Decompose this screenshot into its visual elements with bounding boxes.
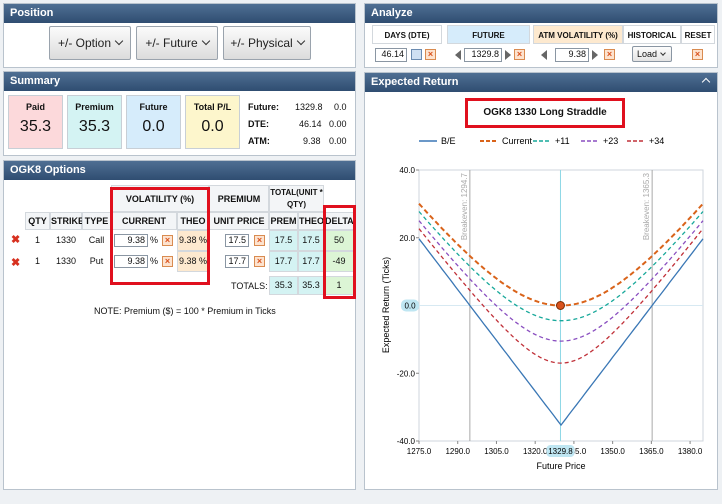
premium-label: Premium (75, 102, 114, 112)
totals-label: TOTALS: (231, 281, 268, 291)
collapse-chevron-icon[interactable] (701, 77, 711, 87)
expected-panel: Expected Return (364, 72, 718, 490)
future-reset-icon[interactable]: × (514, 49, 525, 60)
expected-header: Expected Return (365, 73, 717, 92)
calendar-icon[interactable] (411, 49, 422, 60)
vol-decrement-icon[interactable] (541, 50, 547, 60)
add-physical-button[interactable]: +/- Physical (223, 26, 311, 60)
stat-dte-v1: 46.14 (299, 119, 322, 129)
future-header: FUTURE (447, 25, 530, 44)
row2-strike: 1330 (55, 256, 77, 266)
reset-header: RESET (681, 25, 715, 44)
atmvol-input[interactable]: 9.38 (555, 48, 589, 62)
col-total: TOTAL(UNIT * QTY) (269, 185, 324, 212)
add-future-button[interactable]: +/- Future (136, 26, 218, 60)
load-select[interactable]: Load (632, 46, 672, 62)
future-decrement-icon[interactable] (455, 50, 461, 60)
row2-price-input[interactable]: 17.7 (225, 255, 249, 268)
row1-strike: 1330 (55, 235, 77, 245)
future-input[interactable]: 1329.8 (464, 48, 502, 62)
row2-prem: 17.7 (269, 251, 298, 272)
stat-dte-label: DTE: (248, 119, 269, 129)
totals-theo: 35.3 (298, 276, 324, 295)
vol-increment-icon[interactable] (592, 50, 598, 60)
totalpl-box: Total P/L 0.0 (185, 95, 240, 149)
add-option-button[interactable]: +/- Option (49, 26, 131, 60)
row1-price-input[interactable]: 17.5 (225, 234, 249, 247)
totalpl-value: 0.0 (201, 118, 224, 135)
row2-theo2: 17.7 (298, 251, 324, 272)
analyze-header: Analyze (365, 4, 717, 23)
col-type: TYPE (82, 212, 111, 230)
future-increment-icon[interactable] (505, 50, 511, 60)
days-input[interactable]: 46.14 (375, 48, 407, 62)
stat-atm-v2: 0.00 (329, 136, 347, 146)
row1-price-reset-icon[interactable]: × (254, 235, 265, 246)
chevron-down-icon (660, 50, 666, 56)
historical-header: HISTORICAL (623, 25, 681, 44)
load-label: Load (637, 49, 658, 59)
stat-dte-v2: 0.00 (329, 119, 347, 129)
row2-theo: 9.38 % (177, 251, 209, 272)
paid-box: Paid 35.3 (8, 95, 63, 149)
col-strike: STRIKE (50, 212, 84, 230)
row1-qty: 1 (34, 235, 40, 245)
delete-row-icon[interactable]: ✖ (11, 257, 21, 269)
paid-label: Paid (25, 102, 45, 112)
stat-future-v1: 1329.8 (295, 102, 323, 112)
atmvol-header: ATM VOLATILITY (%) (533, 25, 623, 44)
col-premium: PREMIUM (209, 185, 269, 212)
col-qty: QTY (25, 212, 50, 230)
row1-vol-reset-icon[interactable]: × (162, 235, 173, 246)
col-theo2: THEO (298, 212, 324, 230)
row2-qty: 1 (34, 256, 40, 266)
future-value: 0.0 (142, 118, 165, 135)
vol-reset-icon[interactable]: × (604, 49, 615, 60)
chevron-down-icon (201, 36, 210, 46)
totalpl-label: Total P/L (193, 102, 232, 112)
days-reset-icon[interactable]: × (425, 49, 436, 60)
expected-title: Expected Return (371, 76, 459, 88)
future-label: Future (139, 102, 168, 112)
summary-header: Summary (4, 72, 355, 91)
row2-type: Put (89, 256, 104, 266)
chevron-down-icon (296, 36, 305, 46)
chevron-down-icon (114, 36, 124, 46)
row1-type: Call (88, 235, 105, 245)
chart-title-box: OGK8 1330 Long Straddle (465, 98, 625, 128)
premium-note: NOTE: Premium ($) = 100 * Premium in Tic… (94, 306, 276, 316)
add-physical-label: +/- Physical (230, 36, 293, 50)
days-header: DAYS (DTE) (372, 25, 442, 44)
totals-prem: 35.3 (269, 276, 298, 295)
options-header: OGK8 Options (4, 161, 355, 180)
row2-pct: % (150, 256, 159, 266)
delta-highlight (323, 205, 356, 299)
add-future-label: +/- Future (145, 36, 198, 50)
row2-vol-input[interactable]: 9.38 (114, 255, 148, 268)
future-box: Future 0.0 (126, 95, 181, 149)
col-prem: PREM (269, 212, 298, 230)
add-option-label: +/- Option (57, 36, 112, 50)
chart-title: OGK8 1330 Long Straddle (483, 107, 607, 118)
position-panel: Position +/- Option +/- Future +/- Physi… (3, 3, 356, 68)
volatility-highlight (110, 187, 210, 285)
row1-vol-input[interactable]: 9.38 (114, 234, 148, 247)
row2-price-reset-icon[interactable]: × (254, 256, 265, 267)
paid-value: 35.3 (19, 118, 52, 135)
premium-value: 35.3 (78, 118, 111, 135)
col-unit-price: UNIT PRICE (209, 212, 269, 230)
row2-vol-reset-icon[interactable]: × (162, 256, 173, 267)
delete-row-icon[interactable]: ✖ (11, 234, 21, 246)
stat-atm-v1: 9.38 (303, 136, 321, 146)
row1-pct: % (150, 235, 159, 245)
position-header: Position (4, 4, 355, 23)
row1-prem: 17.5 (269, 230, 298, 251)
stat-future-v2: 0.0 (334, 102, 347, 112)
stat-future-label: Future: (248, 102, 279, 112)
analyze-reset-icon[interactable]: × (692, 49, 703, 60)
row1-theo2: 17.5 (298, 230, 324, 251)
stat-atm-label: ATM: (248, 136, 270, 146)
premium-box: Premium 35.3 (67, 95, 122, 149)
